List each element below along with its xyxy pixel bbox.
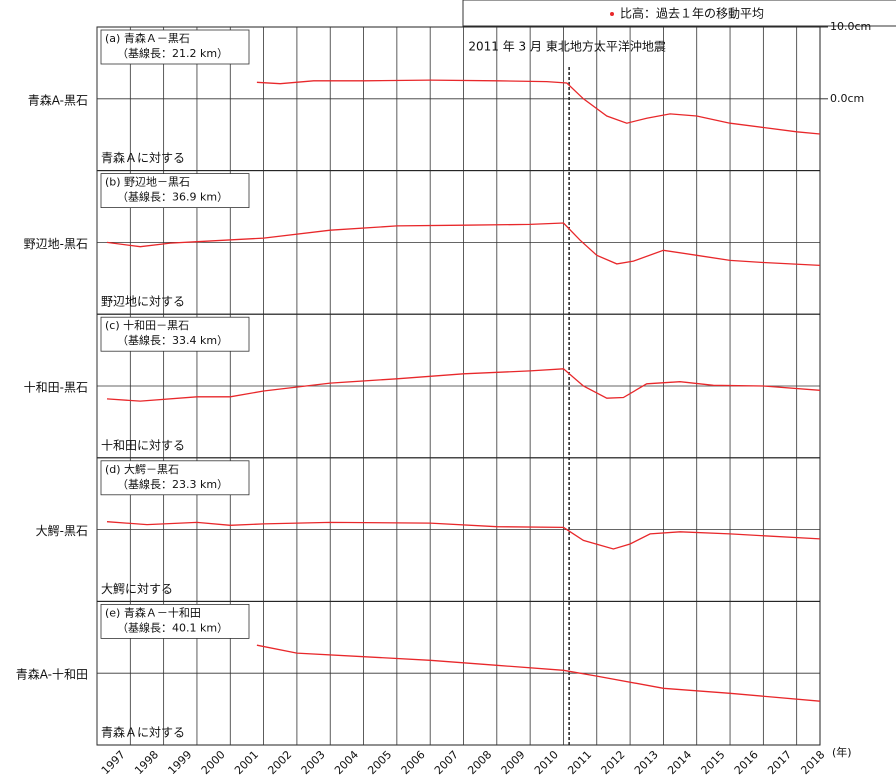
x-tick-label: 2006 <box>399 748 428 776</box>
panel-note: 青森Ａに対する <box>101 150 185 165</box>
x-tick-label: 2011 <box>565 748 594 776</box>
x-axis-label: (年) <box>832 745 852 759</box>
y-axis-label: 青森A-十和田 <box>16 667 88 682</box>
x-tick-label: 2013 <box>632 748 661 776</box>
panel-note: 大鰐に対する <box>101 582 173 596</box>
panel-title: (a) 青森Ａ－黒石 <box>105 31 190 45</box>
x-tick-label: 2002 <box>265 748 294 776</box>
panel-note: 野辺地に対する <box>101 295 185 309</box>
legend-label: 比高：過去１年の移動平均 <box>620 6 764 21</box>
title-box <box>100 173 250 209</box>
series-line <box>256 79 821 135</box>
x-tick-label: 2015 <box>699 748 728 776</box>
y-tick-label: 10.0cm <box>830 20 871 33</box>
title-box <box>100 29 250 65</box>
x-tick-label: 2007 <box>432 748 461 776</box>
x-tick-label: 2009 <box>499 748 528 776</box>
series-line <box>256 644 821 702</box>
x-tick-label: 2010 <box>532 748 561 776</box>
annotation: 2011 年 3 月 東北地方太平洋沖地震 <box>468 39 665 54</box>
panel-note: 十和田に対する <box>101 438 185 452</box>
x-tick-label: 2005 <box>365 748 394 776</box>
panel-note: 青森Ａに対する <box>101 725 185 740</box>
y-axis-label: 青森A-黒石 <box>28 92 88 107</box>
y-tick-label: 0.0cm <box>830 92 864 105</box>
series-line <box>106 368 821 402</box>
legend-marker <box>610 12 614 16</box>
x-tick-label: 2014 <box>665 748 694 776</box>
panel-subtitle: （基線長：36.9 km） <box>117 190 228 204</box>
x-tick-label: 2017 <box>765 748 794 776</box>
x-tick-label: 2001 <box>232 748 261 776</box>
series-line <box>106 222 821 267</box>
x-tick-label: 1998 <box>132 748 161 776</box>
title-box <box>100 604 250 639</box>
x-tick-label: 2004 <box>332 748 361 776</box>
panel-subtitle: （基線長：23.3 km） <box>117 477 228 491</box>
title-box <box>100 316 250 352</box>
panel-title: (d) 大鰐－黒石 <box>105 462 179 476</box>
panel-title: (b) 野辺地－黒石 <box>105 176 190 189</box>
x-tick-label: 2018 <box>798 748 827 776</box>
panel-subtitle: （基線長：21.2 km） <box>117 46 228 60</box>
y-axis-label: 大鰐-黒石 <box>36 524 88 538</box>
panel-subtitle: （基線長：33.4 km） <box>117 333 228 347</box>
x-tick-label: 2000 <box>199 748 228 776</box>
y-axis-label: 十和田-黒石 <box>24 381 88 395</box>
x-tick-label: 1997 <box>99 748 128 776</box>
panel-title: (c) 十和田－黒石 <box>105 318 189 332</box>
x-tick-label: 1999 <box>165 748 194 776</box>
title-box <box>100 460 250 496</box>
series-line <box>106 521 821 550</box>
legend-box <box>462 0 896 27</box>
x-tick-label: 2016 <box>732 748 761 776</box>
panel-title: (e) 青森Ａ－十和田 <box>105 605 201 619</box>
x-tick-label: 2008 <box>465 748 494 776</box>
x-tick-label: 2003 <box>299 748 328 776</box>
y-axis-label: 野辺地-黒石 <box>24 237 88 251</box>
panel-subtitle: （基線長：40.1 km） <box>117 620 228 634</box>
x-tick-label: 2012 <box>599 748 628 776</box>
